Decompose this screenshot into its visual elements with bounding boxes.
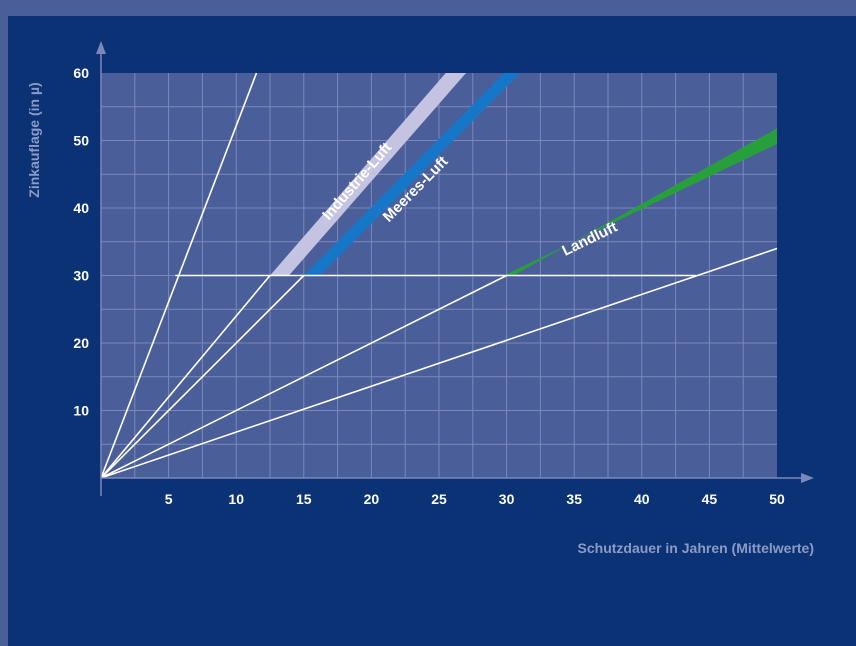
- y-tick-label: 40: [73, 200, 89, 216]
- x-tick-label: 50: [769, 491, 785, 507]
- reference-line: [100, 274, 271, 479]
- y-tick-label: 60: [73, 65, 89, 81]
- x-tick-label: 20: [364, 491, 380, 507]
- x-axis-title: Schutzdauer in Jahren (Mittelwerte): [578, 540, 814, 556]
- y-axis-arrow: [96, 41, 106, 54]
- reference-line: [100, 247, 778, 479]
- band-meeres-luft: [303, 73, 521, 276]
- reference-line: [100, 274, 305, 479]
- y-tick-label: 30: [73, 268, 89, 284]
- x-tick-label: 45: [702, 491, 718, 507]
- x-tick-label: 35: [566, 491, 582, 507]
- y-axis-title: Zinkauflage (in µ): [26, 82, 42, 197]
- x-tick-label: 25: [431, 491, 447, 507]
- x-axis-arrow: [801, 473, 814, 483]
- x-tick-label: 15: [296, 491, 312, 507]
- y-tick-label: 20: [73, 335, 89, 351]
- x-tick-label: 40: [634, 491, 650, 507]
- reference-line: [100, 274, 507, 479]
- y-tick-label: 50: [73, 133, 89, 149]
- x-tick-label: 30: [499, 491, 515, 507]
- y-tick-label: 10: [73, 403, 89, 419]
- x-tick-label: 10: [228, 491, 244, 507]
- band-industrie-luft: [270, 73, 467, 276]
- x-tick-label: 5: [165, 491, 173, 507]
